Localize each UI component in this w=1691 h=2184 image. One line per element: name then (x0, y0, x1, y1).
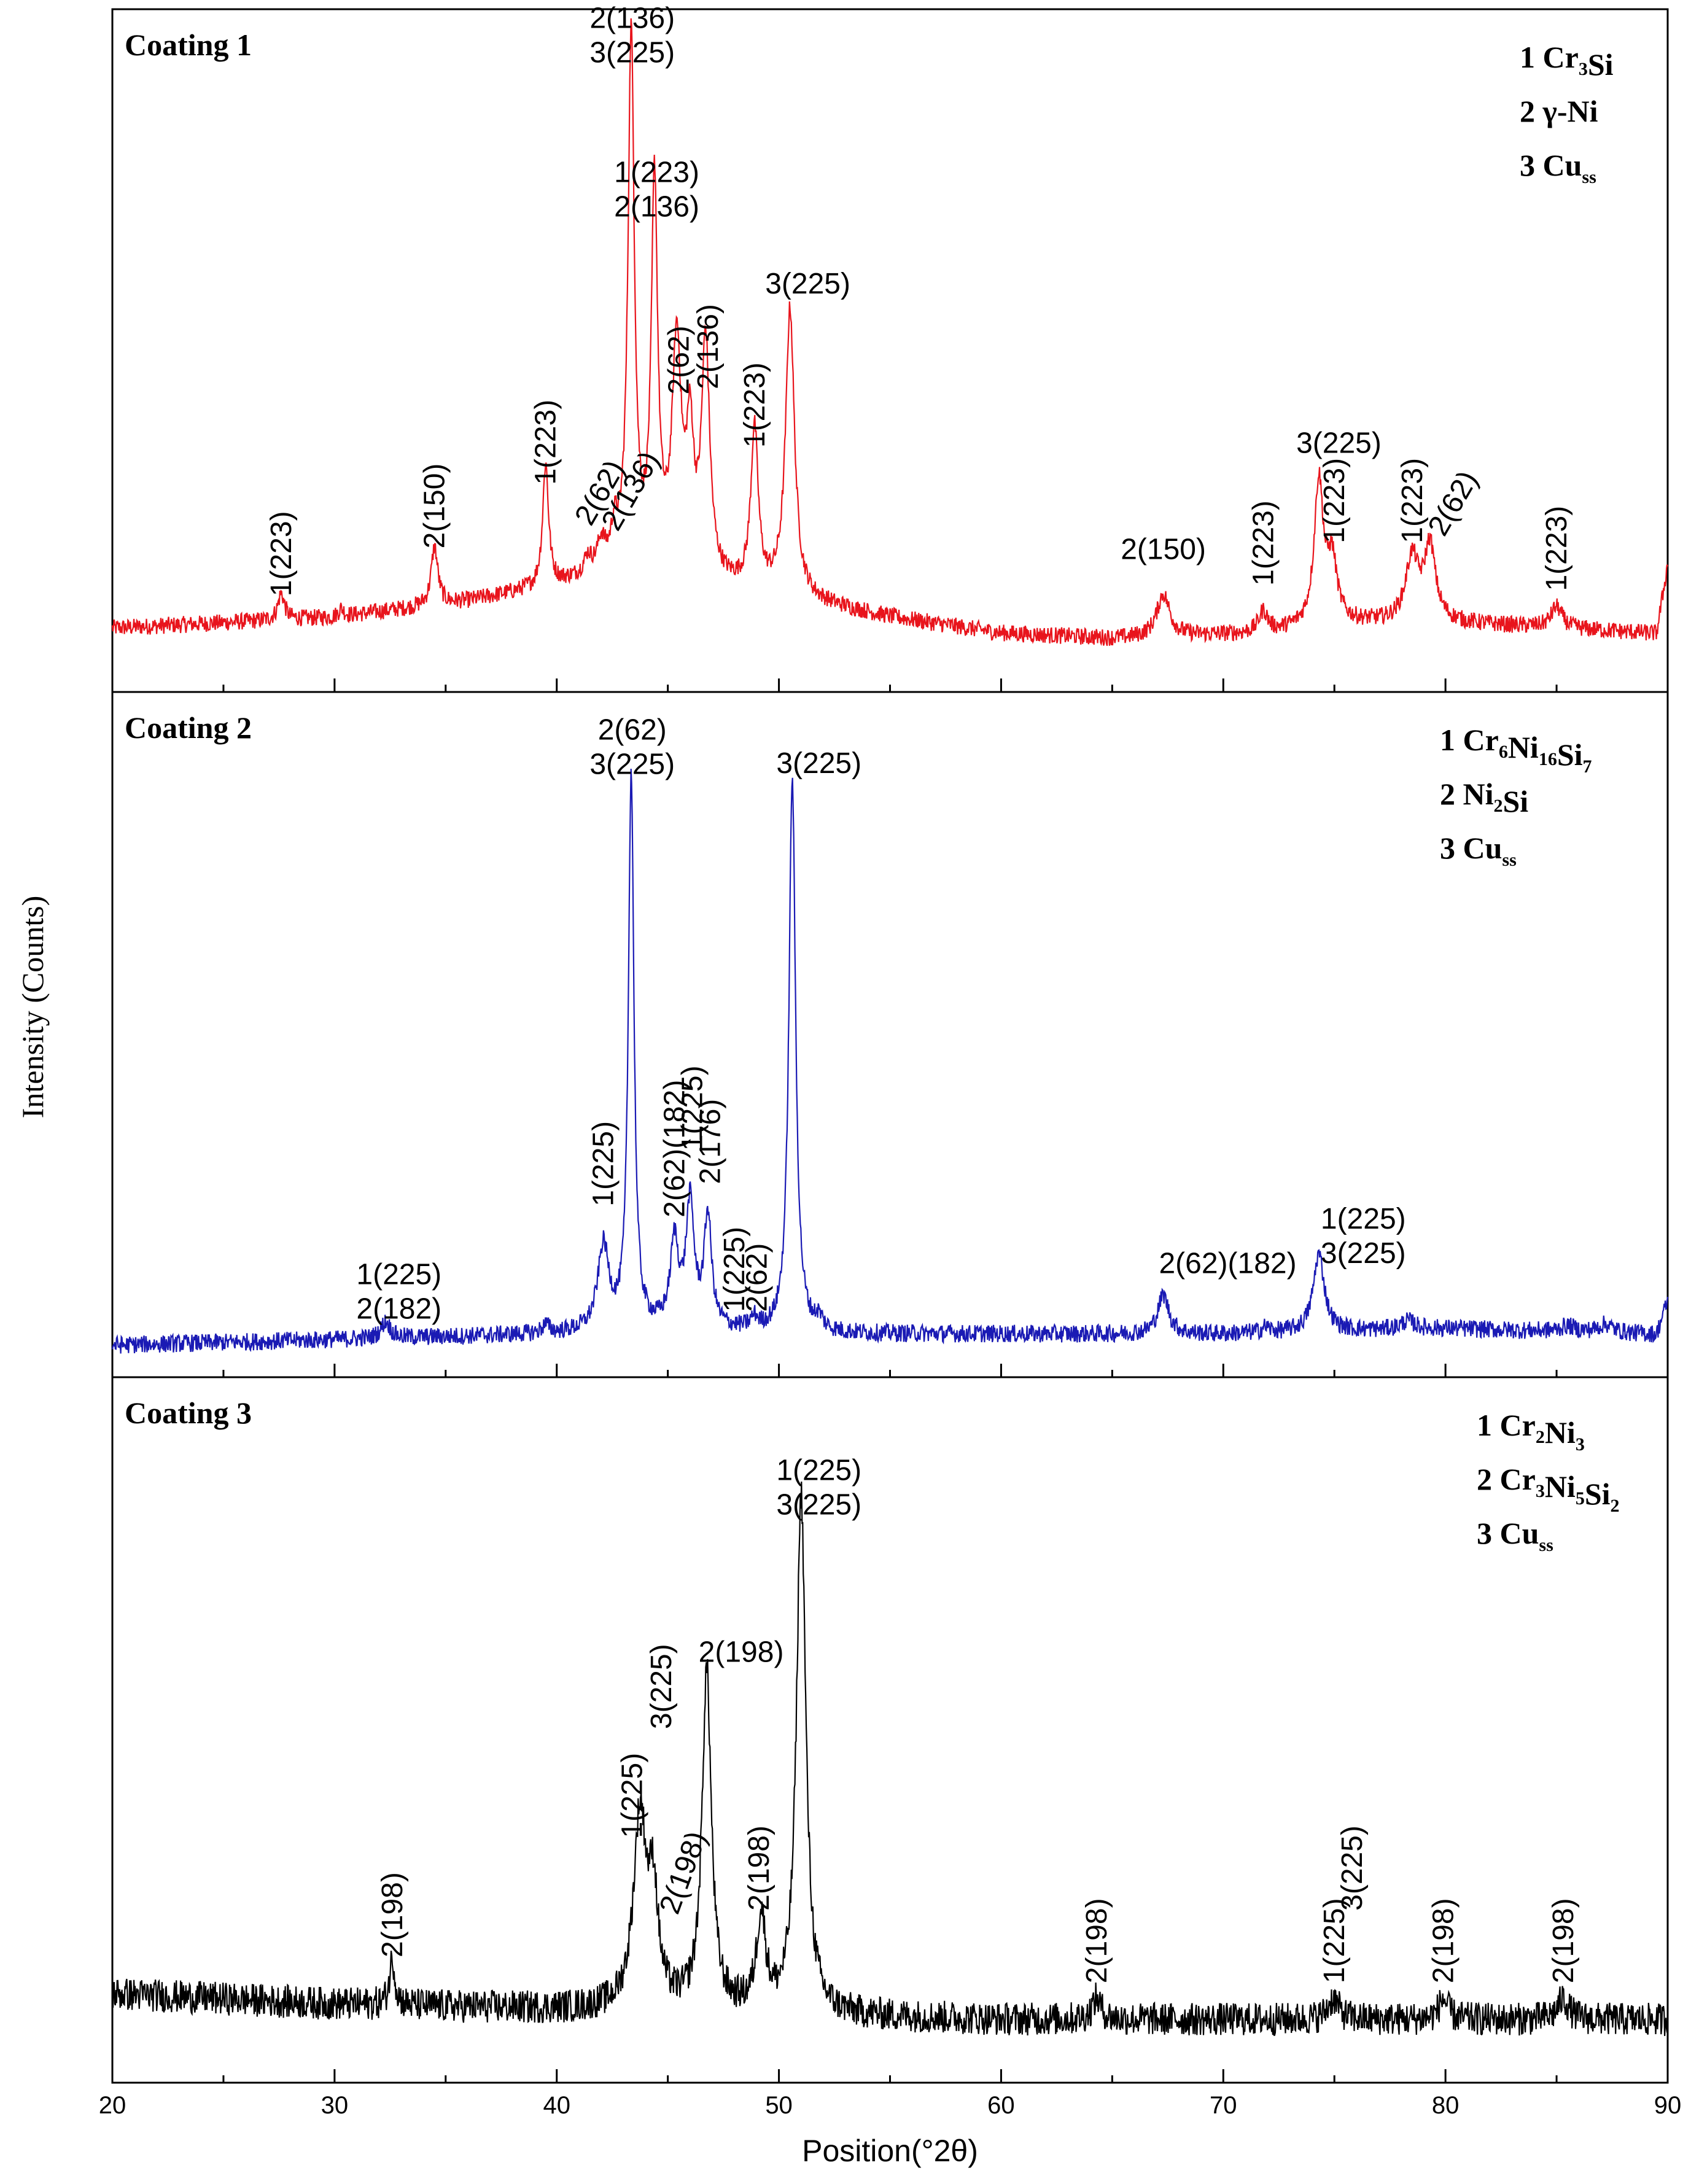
peak-label: 1(223) (530, 400, 562, 485)
x-tick-label: 20 (99, 2092, 126, 2119)
peak-label: 3(225) (776, 747, 861, 780)
panel-frame (111, 8, 1669, 693)
peak-label: 1(225) (676, 1065, 709, 1151)
legend-item: 3 Cuss (1477, 1516, 1553, 1555)
x-tick-label: 90 (1654, 2092, 1682, 2119)
legend-item: 1 Cr2Ni3 (1477, 1408, 1585, 1455)
peak-label: 1(223) 2(136) (614, 157, 699, 223)
peak-label: 1(223) (1541, 506, 1573, 591)
peak-label: 1(225) (616, 1753, 649, 1838)
legend-item: 2 Cr3Ni5Si2 (1477, 1462, 1620, 1516)
peak-label: 2(176) (694, 1099, 726, 1184)
x-tick-label: 70 (1210, 2092, 1237, 2119)
x-tick-label: 40 (543, 2092, 570, 2119)
peak-label: 3(225) (1296, 427, 1382, 460)
panel-title: Coating 3 (125, 1396, 252, 1430)
panel-coating-2: 1(225) 2(182)1(225)2(62) 3(225)2(62)(182)1… (111, 691, 1669, 1378)
y-axis-title: Intensity (Counts) (15, 896, 50, 1118)
x-tick-label: 60 (987, 2092, 1015, 2119)
x-tick-label: 30 (321, 2092, 349, 2119)
panel-frame (111, 691, 1669, 1378)
legend-item: 2 Ni2Si (1440, 777, 1528, 818)
peak-label: 3(225) (765, 268, 850, 300)
peak-label: 1(223) (739, 362, 771, 448)
peak-label: 2(150) (419, 464, 451, 549)
peak-label: 1(225) 3(225) (1321, 1203, 1406, 1270)
peak-label: 2(62) (741, 1243, 773, 1312)
peak-label: 2(198) (1547, 1898, 1580, 1983)
peak-label: 2(198) (376, 1872, 409, 1957)
xrd-pattern-line (111, 768, 1669, 1354)
legend-item: 3 Cuss (1520, 148, 1596, 187)
peak-label: 2(198) (699, 1636, 784, 1668)
peak-label: 2(198) (653, 1827, 713, 1919)
peak-label: 2(62)(182) (1159, 1247, 1296, 1280)
x-axis-title: Position(°2θ) (802, 2134, 978, 2168)
legend-item: 2 γ-Ni (1520, 94, 1598, 128)
peak-label: 2(62) (1422, 465, 1485, 542)
peak-label: 2(198) (1081, 1898, 1113, 1983)
peak-label: 1(223) (1396, 458, 1429, 543)
peak-label: 1(223) (1247, 500, 1280, 586)
panel-title: Coating 2 (125, 710, 252, 745)
legend-item: 1 Cr3Si (1520, 40, 1614, 82)
x-tick-label: 80 (1432, 2092, 1460, 2119)
peak-label: 1(223) (1318, 458, 1351, 543)
peak-label: 1(225) 2(182) (356, 1258, 441, 1325)
panel-title: Coating 1 (125, 28, 252, 62)
peak-label: 2(150) (1121, 534, 1206, 566)
peak-label: 1(225) (1318, 1898, 1351, 1983)
panel-coating-1: 1(223)2(150)1(223)2(62)2(136)2(136) 3(225… (111, 2, 1669, 693)
peak-label: 2(198) (1428, 1898, 1460, 1983)
peak-label: 3(225) (645, 1644, 678, 1729)
x-tick-label: 50 (765, 2092, 793, 2119)
peak-label: 2(62) (663, 325, 696, 394)
peak-label: 2(62)(182) (658, 1080, 691, 1218)
peak-label: 2(198) (743, 1825, 776, 1911)
panel-coating-3: 2(198)1(225)3(225)2(198)2(198)2(198)1(22… (111, 1376, 1669, 2084)
peak-label: 1(225) (588, 1121, 620, 1207)
peak-label: 1(225) 3(225) (776, 1455, 861, 1521)
peak-label: 3(225) (1336, 1825, 1369, 1911)
peak-label: 2(136) 3(225) (589, 2, 675, 69)
peak-label: 2(62) 3(225) (589, 714, 675, 781)
legend-item: 3 Cuss (1440, 831, 1517, 870)
legend-item: 1 Cr6Ni16Si7 (1440, 723, 1592, 777)
peak-label: 1(223) (265, 511, 298, 596)
xrd-pattern-line (111, 18, 1669, 647)
xrd-pattern-line (111, 1481, 1669, 2036)
peak-label: 1(225) (718, 1227, 751, 1312)
peak-label: 2(136) (692, 304, 725, 389)
